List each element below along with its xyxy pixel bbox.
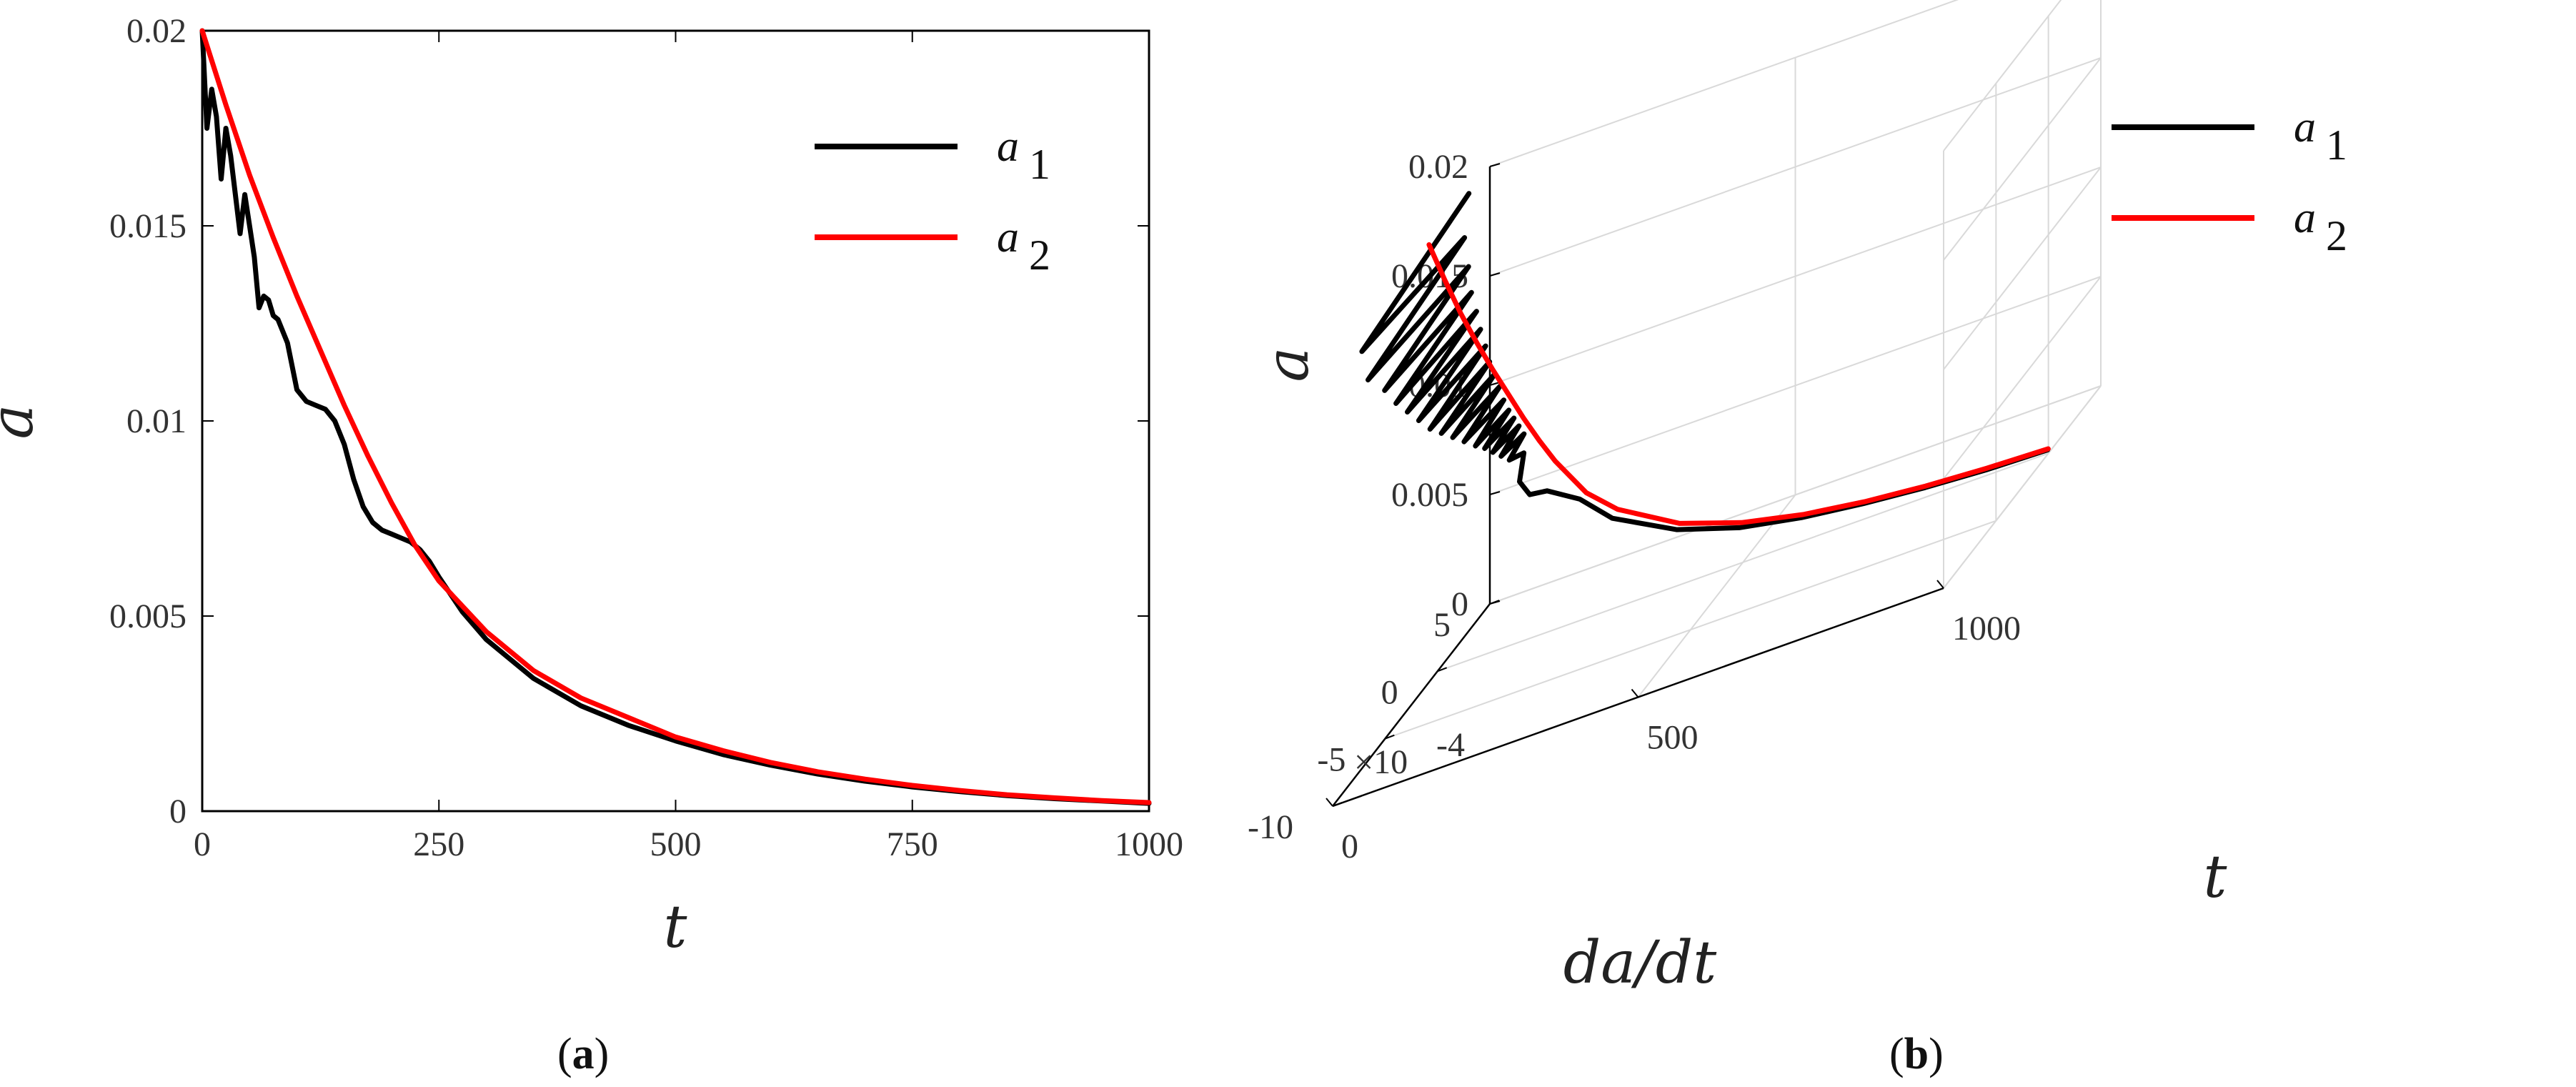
panel-b-ylabel: da/dt (1563, 929, 1717, 997)
panel-b-series-line-1 (1359, 191, 2051, 532)
legend-label-main-1: a (997, 122, 1019, 171)
panel-b-xtick-label: 500 (1647, 719, 1699, 757)
panel-a-ytick-label: 0.005 (109, 597, 187, 635)
panel-a-ytick-label: 0 (169, 793, 187, 830)
panel-b-multiplier-base: ×10 (1354, 743, 1408, 781)
panel-b-grid-line (1943, 276, 2102, 480)
panel-b-grid-line (1637, 494, 1796, 698)
panel-b-ztick-mark (1489, 272, 1501, 277)
panel-b-zlabel: a (1254, 347, 1322, 382)
panel-b-xlabel: t (2204, 843, 2228, 911)
panel-b-grid-line (1943, 57, 2102, 261)
panel-b-grid-line (1943, 0, 2062, 152)
panel-a-ytick-label: 0.015 (109, 207, 187, 245)
panel-b-y-axis (1332, 603, 1491, 807)
panel-a-xtick-label: 750 (887, 825, 938, 863)
panel-b-grid-line (1943, 167, 2102, 370)
panel-b-ztick-label: 0 (1451, 585, 1468, 623)
panel-b-ztick-mark (1489, 163, 1501, 167)
panel-b-multiplier-exp: -4 (1436, 726, 1465, 764)
legend-label-sub-2: 2 (1029, 232, 1050, 279)
panel-a-xlabel: t (664, 893, 688, 961)
panel-b-y-multiplier: ×10 -4 (1354, 726, 1465, 781)
legend-label-main-2: a (997, 213, 1019, 262)
panel-b-ztick-label: 0.005 (1391, 476, 1468, 514)
panel-a-series-line-2 (199, 28, 1152, 805)
panel-b-grid-line (1384, 520, 1996, 740)
panel-b-ytick-mark (1384, 734, 1395, 740)
panel-a-legend: a 1a 2 (815, 122, 1050, 279)
panel-b-ytick-mark (1489, 600, 1500, 605)
panel-a-xtick-label: 0 (194, 825, 211, 863)
panel-a-xtick-label: 1000 (1115, 825, 1183, 863)
panel-b-grid-line (1489, 385, 2102, 605)
legend-label-sub-1: 1 (2326, 121, 2347, 169)
panel-a-xtick-label: 500 (650, 825, 702, 863)
legend-label-main-1: a (2294, 103, 2316, 152)
legend-label-sub-1: 1 (1029, 141, 1050, 188)
panel-a-xtick-label: 250 (413, 825, 464, 863)
panel-b-legend: a 1a 2 (2112, 103, 2347, 259)
panel-b-xtick-label: 0 (1341, 828, 1358, 865)
caption-b: (b) (1889, 1030, 1944, 1078)
panel-b-xtick-mark (1936, 580, 1944, 589)
panel-b-grid-line (1943, 385, 2102, 589)
panel-a-series-line-1 (199, 28, 1152, 806)
panel-b-grid-line (1437, 452, 2049, 672)
panel-a-ylabel: a (0, 404, 46, 440)
legend-label-main-2: a (2294, 194, 2316, 242)
panel-b-xtick-mark (1631, 688, 1639, 698)
panel-b-xtick-label: 1000 (1952, 610, 2021, 647)
panel-b-ztick-mark (1489, 491, 1501, 495)
panel-b-ytick-label: 0 (1381, 673, 1398, 711)
panel-a-ytick-label: 0.02 (126, 12, 187, 50)
panel-b-ytick-mark (1332, 802, 1343, 807)
panel-b-ytick-label: -10 (1248, 808, 1293, 846)
panel-b-ytick-label: -5 (1317, 741, 1346, 779)
panel-b-ztick-label: 0.02 (1408, 148, 1468, 186)
legend-label-sub-2: 2 (2326, 212, 2347, 259)
panel-b-series-line-2 (1426, 242, 2051, 526)
panel-b-ytick-mark (1437, 667, 1448, 672)
panel-a-ytick-label: 0.01 (126, 402, 187, 440)
panel-b-ytick-label: 5 (1433, 606, 1451, 644)
caption-a: (a) (557, 1030, 610, 1078)
panel-b-xtick-mark (1326, 798, 1333, 807)
